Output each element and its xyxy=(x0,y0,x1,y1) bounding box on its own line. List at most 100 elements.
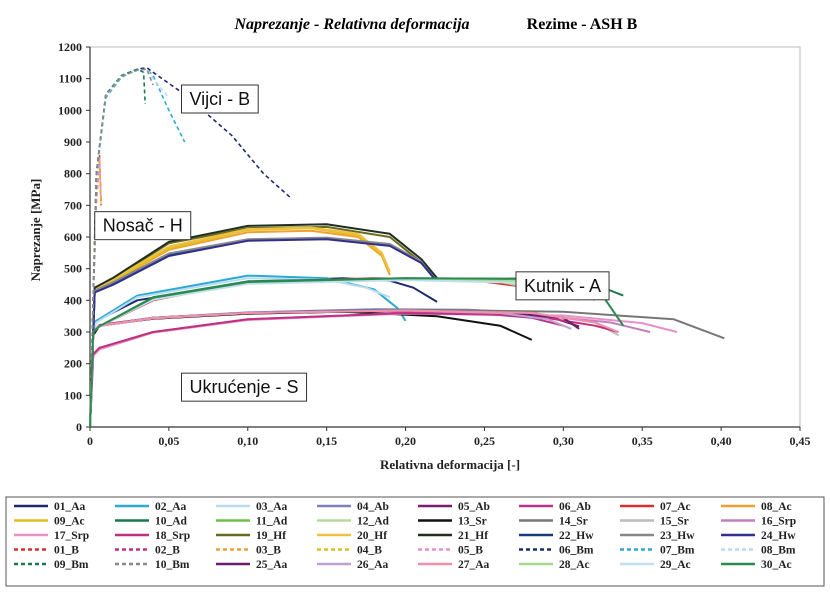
x-tick-label: 0,25 xyxy=(474,434,495,448)
series-01_Aa xyxy=(89,277,438,428)
legend-item: 02_B xyxy=(115,545,180,557)
legend-label: 24_Hw xyxy=(761,530,796,542)
series-11_Ad xyxy=(89,277,596,428)
x-tick-label: 0,15 xyxy=(316,434,337,448)
legend-item: 28_Ac xyxy=(519,559,590,571)
legend-item: 13_Sr xyxy=(418,516,487,528)
legend-item: 15_Sr xyxy=(620,516,689,528)
chart-title: Naprezanje - Relativna deformacija xyxy=(233,16,469,33)
legend-label: 05_Ab xyxy=(458,501,490,513)
legend-label: 17_Srp xyxy=(54,530,89,542)
legend-label: 02_Aa xyxy=(155,501,187,513)
y-tick-label: 1200 xyxy=(58,40,82,54)
annotation-frame xyxy=(94,211,192,241)
series-20_Hf xyxy=(89,226,391,428)
x-tick-label: 0 xyxy=(87,434,93,448)
annotation-label: Vijci - B xyxy=(190,89,251,109)
plot-area: 0 0,05 0,10 0,15 0,20 0,25 0,30 0,35 0,40 0,45 0 1… xyxy=(58,40,811,448)
legend-label: 09_Bm xyxy=(54,559,89,571)
y-tick-label: 600 xyxy=(64,230,82,244)
legend-label: 03_Aa xyxy=(256,501,288,513)
series-26_Aa xyxy=(89,309,572,428)
legend-label: 18_Srp xyxy=(155,530,190,542)
legend-item: 05_Ab xyxy=(418,501,490,513)
annotation-label: Nosač - H xyxy=(103,216,183,236)
annotation-frame xyxy=(181,84,259,114)
legend-label: 08_Bm xyxy=(761,545,796,557)
series-09_Bm xyxy=(89,68,146,428)
legend-item: 24_Hw xyxy=(721,530,796,542)
legend-label: 12_Ad xyxy=(357,516,390,528)
series-17_Srp xyxy=(89,312,678,428)
legend-label: 07_Bm xyxy=(660,545,695,557)
y-tick-label: 800 xyxy=(64,167,82,181)
x-tick-label: 0,10 xyxy=(237,434,258,448)
y-tick-label: 500 xyxy=(64,262,82,276)
legend-item: 03_Aa xyxy=(216,501,288,513)
legend-item: 16_Srp xyxy=(721,516,796,528)
legend-label: 26_Aa xyxy=(357,559,389,571)
y-tick-label: 0 xyxy=(76,420,82,434)
legend-label: 21_Hf xyxy=(458,530,488,542)
legend-item: 01_B xyxy=(14,545,79,557)
x-tick-label: 0,20 xyxy=(395,434,416,448)
annotation-box: Ukrućenje - S xyxy=(181,372,308,402)
y-tick-label: 400 xyxy=(64,293,82,307)
annotation-label: Kutnik - A xyxy=(524,276,601,296)
legend-item: 11_Ad xyxy=(216,516,288,528)
legend-label: 06_Ab xyxy=(559,501,591,513)
y-axis: 0 100 200 300 400 500 600 700 800 900 1000 1100 1200 xyxy=(58,40,90,434)
legend-item: 03_B xyxy=(216,545,281,557)
legend-label: 08_Ac xyxy=(761,501,792,513)
annotation-box: Kutnik - A xyxy=(515,271,610,301)
annotation-frame xyxy=(181,372,308,402)
legend-item: 12_Ad xyxy=(317,516,390,528)
annotation-label: Ukrućenje - S xyxy=(190,377,299,397)
legend-item: 22_Hw xyxy=(519,530,594,542)
series-27_Aa xyxy=(89,309,619,428)
legend-item: 08_Bm xyxy=(721,545,796,557)
series-18_Srp xyxy=(89,312,619,428)
legend-item: 07_Bm xyxy=(620,545,695,557)
legend-label: 04_Ab xyxy=(357,501,389,513)
series-28_Ac xyxy=(89,278,596,428)
legend-item: 25_Aa xyxy=(216,559,288,571)
legend-item: 04_Ab xyxy=(317,501,389,513)
series-04_Ab xyxy=(89,308,580,428)
legend-label: 02_B xyxy=(155,545,180,557)
series-24_Hw xyxy=(89,238,435,428)
y-tick-label: 200 xyxy=(64,357,82,371)
legend-item: 26_Aa xyxy=(317,559,389,571)
y-tick-label: 900 xyxy=(64,135,82,149)
x-tick-label: 0,45 xyxy=(790,434,811,448)
series-23_Hw xyxy=(89,236,435,428)
legend-label: 10_Ad xyxy=(155,516,188,528)
series-29_Ac xyxy=(89,279,580,428)
x-axis: 0 0,05 0,10 0,15 0,20 0,25 0,30 0,35 0,40 0,45 xyxy=(87,427,811,448)
x-tick-label: 0,30 xyxy=(553,434,574,448)
legend-item: 05_B xyxy=(418,545,483,557)
legend-item: 07_Ac xyxy=(620,501,691,513)
legend-item: 06_Bm xyxy=(519,545,594,557)
legend-label: 27_Aa xyxy=(458,559,490,571)
legend-label: 22_Hw xyxy=(559,530,594,542)
x-tick-label: 0,40 xyxy=(711,434,732,448)
annotation-box: Nosač - H xyxy=(94,211,192,241)
legend-label: 29_Ac xyxy=(660,559,691,571)
legend-item: 14_Sr xyxy=(519,516,588,528)
legend-item: 17_Srp xyxy=(14,530,89,542)
y-tick-label: 1000 xyxy=(58,103,82,117)
series-15_Sr xyxy=(89,309,620,428)
legend-item: 23_Hw xyxy=(620,530,695,542)
legend-label: 30_Ac xyxy=(761,559,792,571)
series-30_Ac xyxy=(89,277,625,428)
legend-item: 01_Aa xyxy=(14,501,86,513)
annotation-frame xyxy=(515,271,610,301)
legend-label: 23_Hw xyxy=(660,530,695,542)
legend-item: 21_Hf xyxy=(418,530,488,542)
legend-item: 09_Bm xyxy=(14,559,89,571)
legend-label: 10_Bm xyxy=(155,559,190,571)
annotations: Vijci - B Nosač - H Kutnik - A Ukrućenje - … xyxy=(94,84,610,402)
legend-item: 04_B xyxy=(317,545,382,557)
